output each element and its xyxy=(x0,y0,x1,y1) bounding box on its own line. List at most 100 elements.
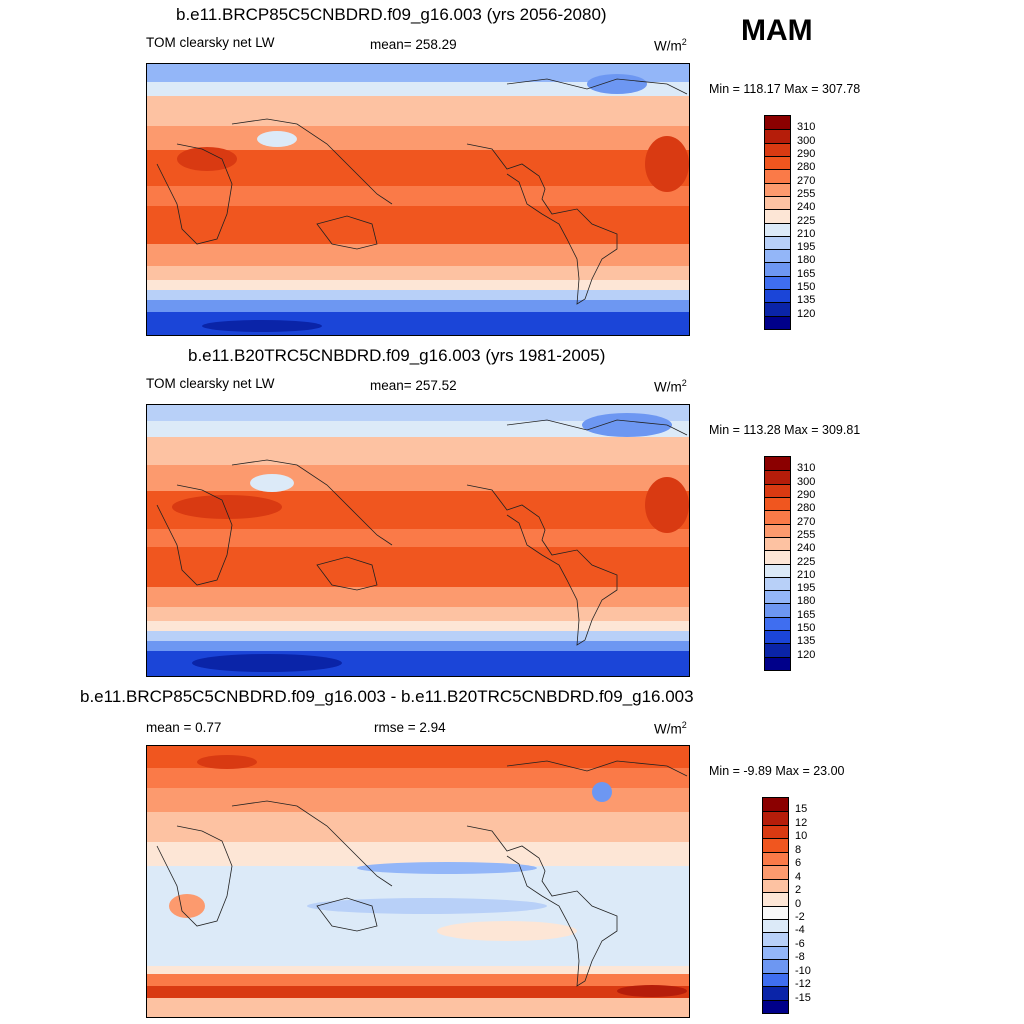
colorbar-box xyxy=(765,523,790,537)
season-label: MAM xyxy=(741,14,813,47)
colorbar-box xyxy=(763,959,788,973)
panel-2-contour-field xyxy=(147,405,689,676)
colorbar-box xyxy=(765,616,790,631)
colorbar-tick-label: 270 xyxy=(797,174,816,187)
colorbar-tick-label: -4 xyxy=(795,924,805,937)
colorbar-box xyxy=(765,155,790,170)
panel-2-title: b.e11.B20TRC5CNBDRD.f09_g16.003 (yrs 198… xyxy=(188,346,606,365)
colorbar-box xyxy=(763,945,788,960)
colorbar-box xyxy=(765,222,790,236)
panel-3-title: b.e11.BRCP85C5CNBDRD.f09_g16.003 - b.e11… xyxy=(80,687,694,706)
panel-3-units: W/m2 xyxy=(654,720,687,737)
colorbar-tick-label: 225 xyxy=(797,555,816,568)
colorbar-tick-label: 135 xyxy=(797,635,816,648)
colorbar-tick-label: 290 xyxy=(797,488,816,501)
colorbar-box xyxy=(765,182,790,196)
colorbar-tick-label: 15 xyxy=(795,803,808,816)
colorbar-tick-label: 240 xyxy=(797,201,816,214)
panel-2-map xyxy=(146,404,690,677)
colorbar-tick-label: -6 xyxy=(795,937,805,950)
colorbar-tick-label: 2 xyxy=(795,884,802,897)
panel-3-contour-field xyxy=(147,746,689,1017)
colorbar-tick-label: 225 xyxy=(797,214,816,227)
colorbar-box xyxy=(763,905,788,919)
colorbar-box xyxy=(763,972,788,987)
colorbar-box xyxy=(765,496,790,511)
colorbar-box xyxy=(763,798,788,812)
colorbar-box xyxy=(765,116,790,130)
colorbar-tick-label: 210 xyxy=(797,568,816,581)
colorbar-box xyxy=(763,932,788,946)
panel-1-colorbar xyxy=(764,115,791,330)
colorbar-tick-label: 135 xyxy=(797,294,816,307)
panel-1-variable-label: TOM clearsky net LW xyxy=(146,35,275,50)
panel-2-mean-label: mean= 257.52 xyxy=(370,378,457,393)
panel-2-variable-label: TOM clearsky net LW xyxy=(146,376,275,391)
colorbar-tick-label: -10 xyxy=(795,964,811,977)
colorbar-tick-label: 180 xyxy=(797,254,816,267)
colorbar-box xyxy=(765,129,790,143)
colorbar-box xyxy=(765,510,790,524)
colorbar-tick-label: 0 xyxy=(795,897,802,910)
colorbar-box xyxy=(763,865,788,879)
colorbar-box xyxy=(765,563,790,577)
colorbar-tick-label: 4 xyxy=(795,870,802,883)
panel-2-units: W/m2 xyxy=(654,378,687,395)
colorbar-box xyxy=(765,470,790,484)
panel-3-colorbar xyxy=(762,797,789,1014)
colorbar-box xyxy=(765,603,790,617)
colorbar-tick-label: 6 xyxy=(795,857,802,870)
colorbar-box xyxy=(765,457,790,471)
colorbar-tick-label: 8 xyxy=(795,843,802,856)
panel-1-contour-field xyxy=(147,64,689,335)
colorbar-tick-label: -15 xyxy=(795,991,811,1004)
panel-1-map xyxy=(146,63,690,336)
colorbar-tick-label: 240 xyxy=(797,542,816,555)
colorbar-box xyxy=(765,249,790,263)
colorbar-box xyxy=(765,275,790,290)
colorbar-tick-label: 10 xyxy=(795,830,808,843)
colorbar-tick-label: 270 xyxy=(797,515,816,528)
panel-1-title: b.e11.BRCP85C5CNBDRD.f09_g16.003 (yrs 20… xyxy=(176,5,607,24)
colorbar-box xyxy=(765,550,790,564)
panel-3-rmse-label: rmse = 2.94 xyxy=(374,720,446,735)
colorbar-tick-label: 165 xyxy=(797,267,816,280)
colorbar-tick-label: 280 xyxy=(797,161,816,174)
colorbar-box xyxy=(765,262,790,276)
colorbar-box xyxy=(765,590,790,604)
colorbar-box xyxy=(765,315,790,329)
colorbar-tick-label: 300 xyxy=(797,134,816,147)
colorbar-box xyxy=(763,838,788,852)
colorbar-box xyxy=(765,483,790,497)
colorbar-box xyxy=(763,851,788,866)
colorbar-box xyxy=(765,536,790,551)
colorbar-box xyxy=(765,289,790,303)
panel-1-minmax: Min = 118.17 Max = 307.78 xyxy=(709,82,861,96)
panel-1-mean-label: mean= 258.29 xyxy=(370,37,457,52)
colorbar-box xyxy=(765,630,790,644)
colorbar-box xyxy=(763,811,788,825)
colorbar-tick-label: 12 xyxy=(795,816,808,829)
colorbar-tick-label: 150 xyxy=(797,281,816,294)
colorbar-box xyxy=(765,576,790,591)
colorbar-tick-label: 165 xyxy=(797,608,816,621)
panel-3-map xyxy=(146,745,690,1018)
colorbar-box xyxy=(765,235,790,250)
colorbar-tick-label: 290 xyxy=(797,147,816,160)
colorbar-tick-label: 255 xyxy=(797,528,816,541)
colorbar-tick-label: 195 xyxy=(797,582,816,595)
panel-2-colorbar xyxy=(764,456,791,671)
colorbar-box xyxy=(763,999,788,1013)
colorbar-box xyxy=(763,986,788,1000)
colorbar-box xyxy=(765,656,790,670)
colorbar-tick-label: 150 xyxy=(797,622,816,635)
colorbar-tick-label: -12 xyxy=(795,978,811,991)
colorbar-box xyxy=(765,209,790,223)
colorbar-tick-label: 310 xyxy=(797,462,816,475)
colorbar-tick-label: 310 xyxy=(797,121,816,134)
colorbar-tick-label: -2 xyxy=(795,910,805,923)
colorbar-box xyxy=(765,302,790,316)
colorbar-box xyxy=(765,195,790,210)
colorbar-tick-label: 180 xyxy=(797,595,816,608)
panel-2-minmax: Min = 113.28 Max = 309.81 xyxy=(709,423,861,437)
